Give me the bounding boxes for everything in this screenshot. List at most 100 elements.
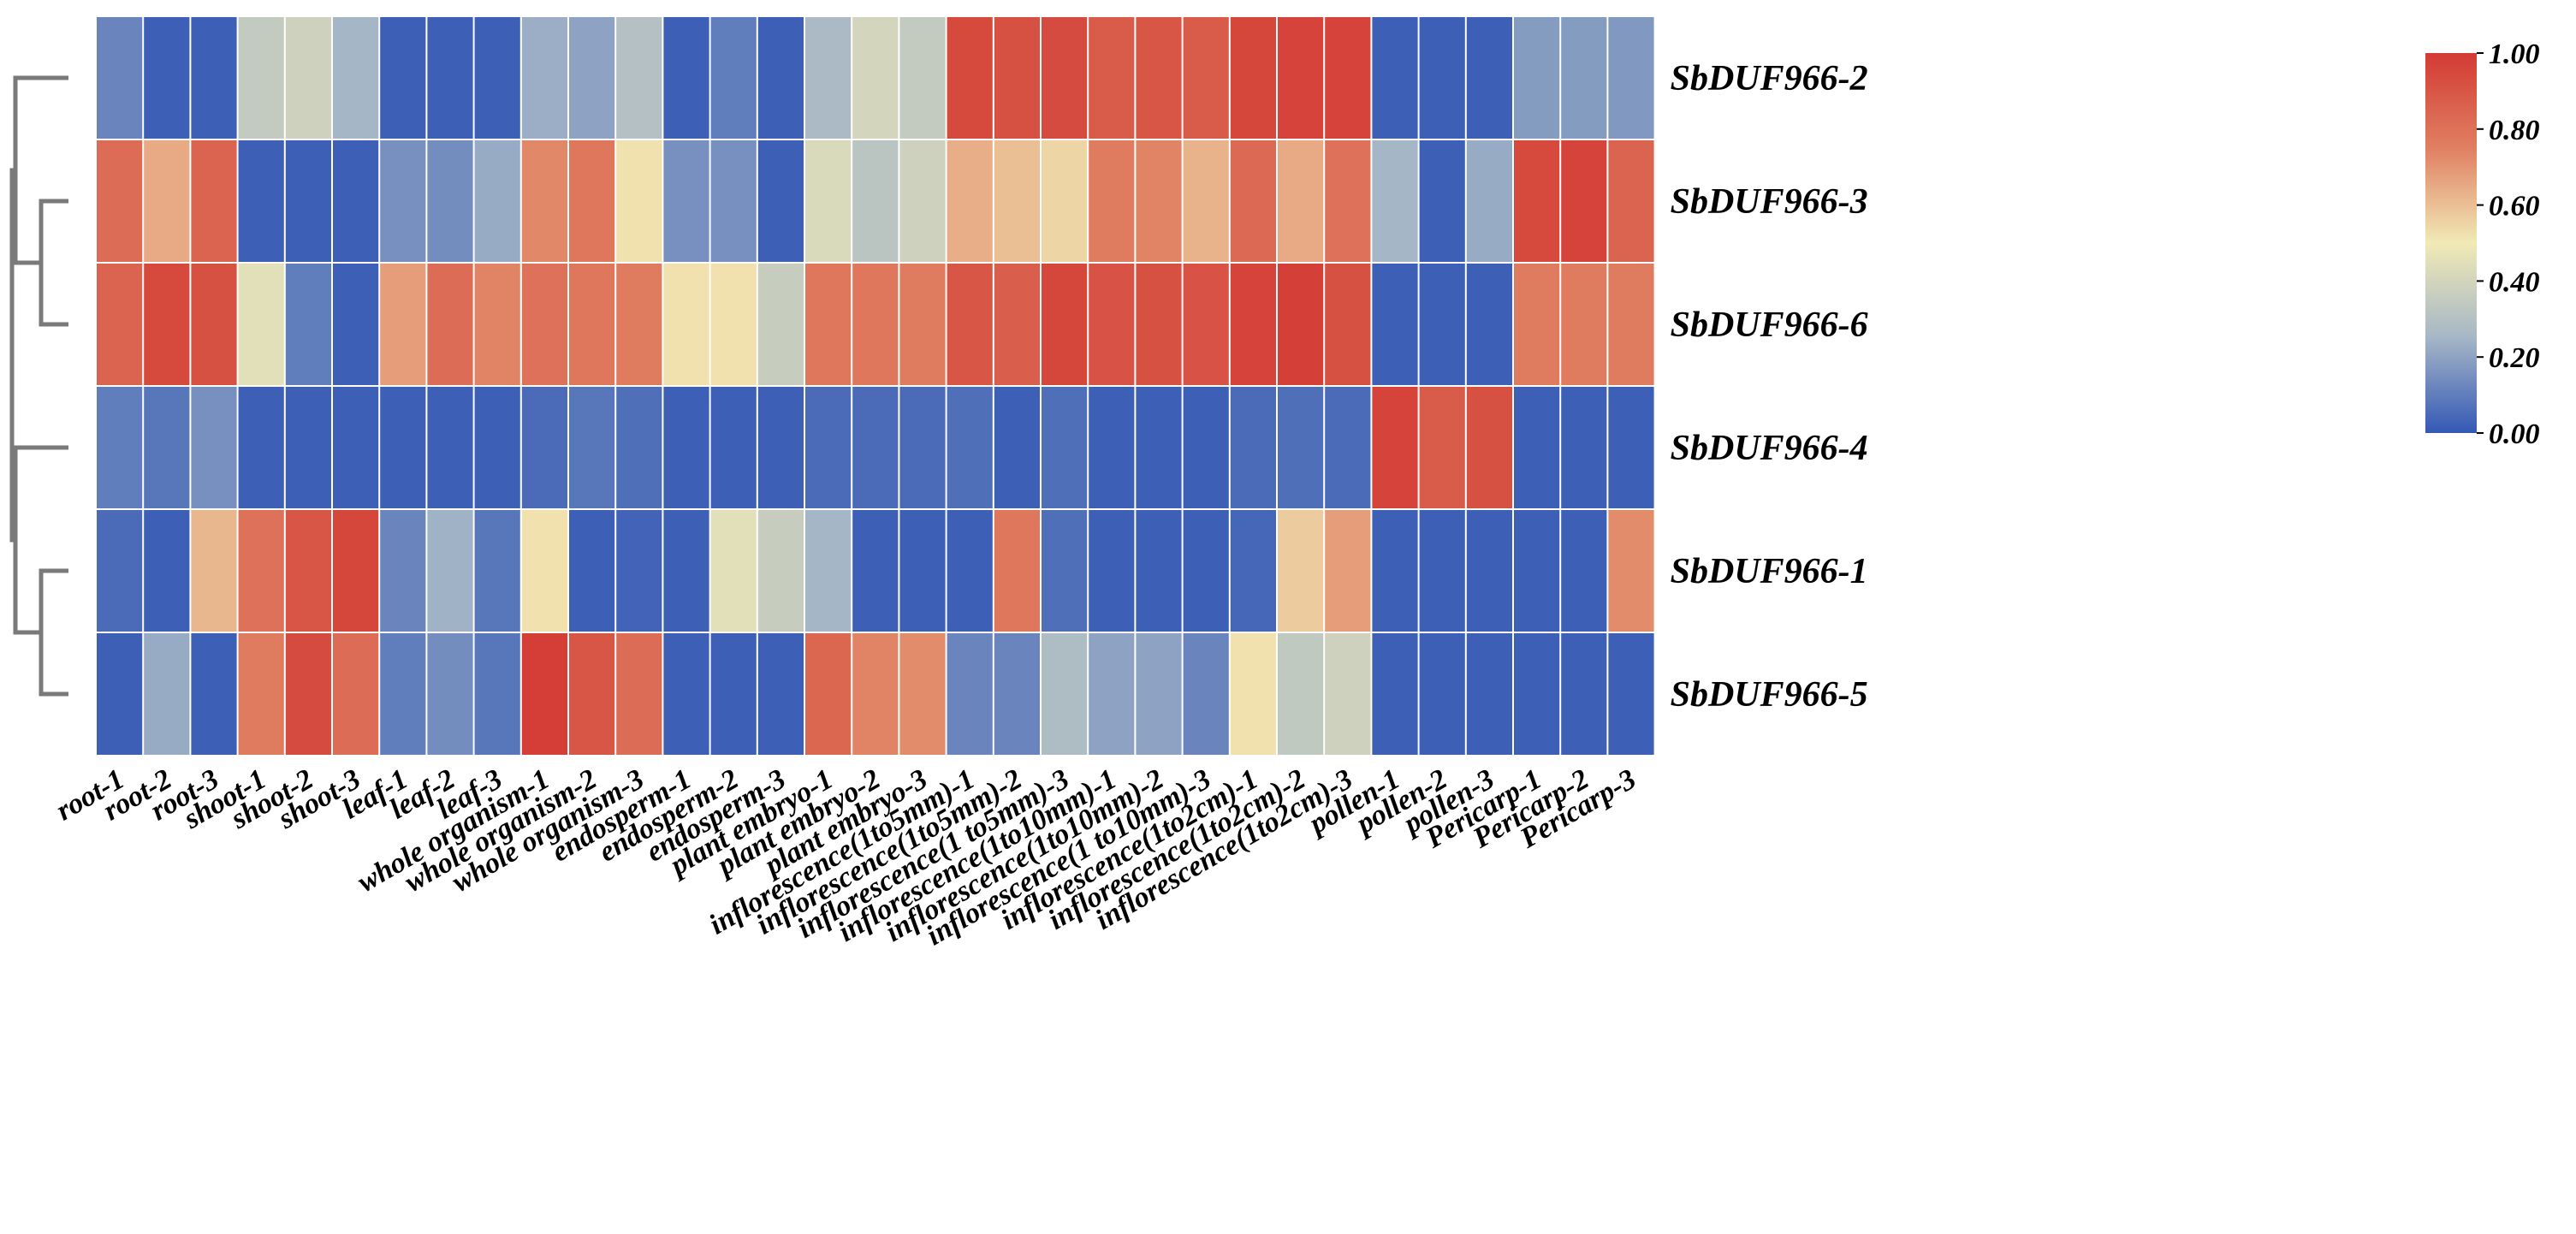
heatmap-cell (1325, 264, 1371, 385)
heatmap-cell (616, 510, 662, 632)
heatmap-cell (1230, 387, 1276, 508)
heatmap-cell (663, 510, 709, 632)
heatmap-cell (521, 633, 567, 755)
dendrogram-branch (39, 568, 68, 697)
row-label: SbDUF966-1 (1671, 552, 1868, 591)
heatmap-cell (899, 264, 946, 385)
heatmap-cell (757, 17, 804, 139)
heatmap-cell (1608, 264, 1654, 385)
heatmap-cell (474, 387, 520, 508)
heatmap-cell (1183, 633, 1229, 755)
heatmap-cell (144, 387, 190, 508)
heatmap-cell (333, 633, 379, 755)
row-label: SbDUF966-5 (1671, 675, 1868, 715)
heatmap-cell (191, 140, 237, 262)
heatmap-cell (947, 510, 993, 632)
heatmap-cell (1419, 140, 1465, 262)
heatmap-cell (663, 264, 709, 385)
heatmap-cell (1372, 510, 1418, 632)
heatmap-cell (1608, 140, 1654, 262)
colorbar (2425, 53, 2477, 433)
heatmap-cell (1466, 633, 1512, 755)
heatmap-cell (1514, 510, 1560, 632)
heatmap-cell (616, 264, 662, 385)
heatmap-cell (1372, 17, 1418, 139)
heatmap-cell (1278, 264, 1324, 385)
heatmap-cell (852, 17, 899, 139)
heatmap-cell (380, 510, 426, 632)
heatmap-cell (1466, 387, 1512, 508)
heatmap-cell (285, 264, 331, 385)
heatmap-cell (521, 264, 567, 385)
row-label: SbDUF966-2 (1671, 59, 1868, 98)
heatmap-cell (569, 140, 615, 262)
heatmap-cell (757, 140, 804, 262)
heatmap-cell (663, 140, 709, 262)
heatmap-cell (380, 264, 426, 385)
heatmap-cell (521, 387, 567, 508)
heatmap-cell (947, 387, 993, 508)
heatmap-cell (1419, 510, 1465, 632)
heatmap-cell (1608, 17, 1654, 139)
heatmap-cell (1230, 633, 1276, 755)
heatmap-cell (616, 387, 662, 508)
heatmap-cell (852, 264, 899, 385)
heatmap-cell (144, 633, 190, 755)
heatmap-cell (1230, 510, 1276, 632)
heatmap-cell (1466, 140, 1512, 262)
heatmap-cell (1561, 633, 1607, 755)
heatmap-cell (191, 264, 237, 385)
heatmap-cell (1278, 17, 1324, 139)
heatmap-cell (380, 387, 426, 508)
heatmap-cell (285, 633, 331, 755)
heatmap-cell (805, 17, 852, 139)
column-labels: root-1root-2root-3shoot-1shoot-2shoot-3l… (50, 763, 1641, 952)
heatmap-cell (805, 633, 852, 755)
heatmap-cell (427, 264, 473, 385)
heatmap-cell (710, 510, 757, 632)
heatmap-cell (710, 264, 757, 385)
heatmap-cell (852, 510, 899, 632)
heatmap-cell (757, 387, 804, 508)
heatmap-cell (191, 510, 237, 632)
colorbar-tick-label: 0.00 (2489, 418, 2540, 450)
row-label: SbDUF966-3 (1671, 182, 1868, 222)
heatmap-cell (1514, 387, 1560, 508)
heatmap-cell (994, 17, 1040, 139)
heatmap-cell (1278, 510, 1324, 632)
heatmap-cell (521, 140, 567, 262)
heatmap-cell (1325, 140, 1371, 262)
colorbar-tick-label: 0.40 (2489, 266, 2540, 298)
heatmap-cell (1136, 264, 1182, 385)
heatmap-cell (144, 17, 190, 139)
heatmap-cell (1136, 633, 1182, 755)
heatmap-cell (994, 387, 1040, 508)
heatmap-cell (474, 17, 520, 139)
heatmap-cell (852, 140, 899, 262)
heatmap-cell (1183, 17, 1229, 139)
heatmap-cell (1136, 140, 1182, 262)
heatmap-cell (1561, 264, 1607, 385)
heatmap-cell (1561, 510, 1607, 632)
heatmap-cell (238, 633, 284, 755)
heatmap-cell (1042, 264, 1088, 385)
heatmap-cell (1089, 140, 1135, 262)
heatmap-cell (616, 633, 662, 755)
heatmap-cell (1042, 140, 1088, 262)
heatmap-cell (1372, 140, 1418, 262)
heatmap-cell (1419, 387, 1465, 508)
heatmap-cell (805, 140, 852, 262)
heatmap-cell (899, 387, 946, 508)
row-dendrogram (9, 75, 68, 697)
heatmap-cell (285, 140, 331, 262)
heatmap-cell (710, 387, 757, 508)
heatmap-cell (947, 633, 993, 755)
heatmap-cell (805, 264, 852, 385)
heatmap-cell (1042, 633, 1088, 755)
heatmap-cell (144, 140, 190, 262)
heatmap-cell (1183, 264, 1229, 385)
heatmap-cell (1089, 264, 1135, 385)
heatmap-cell (1561, 17, 1607, 139)
heatmap-cell (1183, 510, 1229, 632)
